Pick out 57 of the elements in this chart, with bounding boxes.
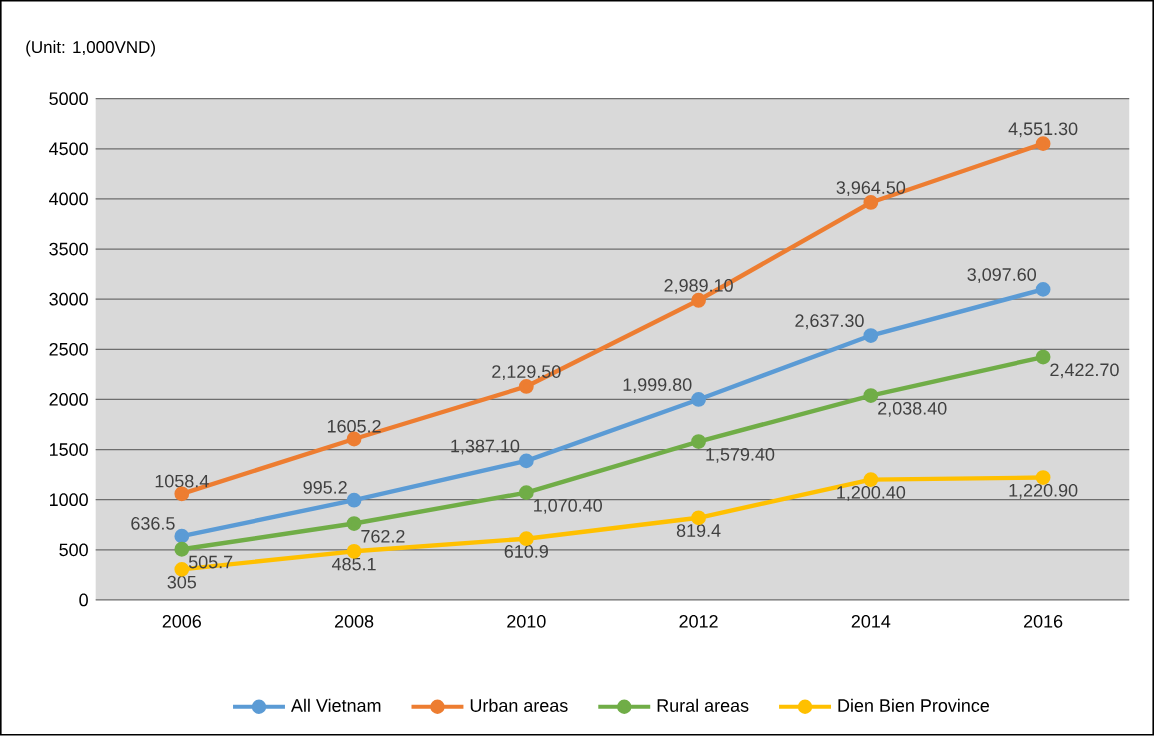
point [863,195,879,211]
data-label: 1,999.80 [623,378,692,394]
y-tick-label: 0 [79,593,88,607]
point [346,493,362,508]
point [346,516,362,532]
point [518,453,534,469]
x-tick-label: 2012 [679,615,718,628]
y-tick-label: 3500 [49,242,88,256]
y-tick-label: 4500 [49,142,88,156]
data-label: 3,097.60 [967,268,1037,284]
y-tick-label: 2500 [49,343,88,356]
point [1035,282,1051,297]
legend-label: Dien Bien Province [838,698,990,713]
y-tick-label: 1000 [50,493,88,507]
x-tick-label: 2008 [334,615,374,628]
point [1035,349,1051,365]
point [863,328,879,344]
point [691,293,706,308]
data-label: 1,070.40 [534,499,602,515]
legend-label: Rural areas [657,698,749,713]
data-label: 305 [167,575,197,589]
data-label: 3,964.50 [836,181,906,197]
y-tick-label: 5000 [49,92,88,106]
data-label: 819.4 [676,524,721,538]
data-label: 2,637.30 [795,314,864,330]
data-label: 4,551.30 [1008,122,1078,138]
data-label: 1,200.40 [837,486,906,502]
legend-label: Urban areas [470,698,568,713]
data-label: 2,038.40 [878,402,947,418]
y-tick-label: 500 [59,543,88,557]
point [691,434,706,450]
y-axis-title: (Unit: 1,000VND) [26,40,155,57]
y-tick-label: 3000 [49,293,88,306]
x-tick-label: 2014 [851,615,891,628]
x-tick-label: 2010 [507,615,546,628]
data-label: 1058.4 [155,474,209,488]
data-label: 995.2 [303,481,347,495]
data-label: 762.2 [361,530,405,543]
y-tick-label: 1500 [50,443,88,457]
data-label: 1,220.90 [1009,484,1078,499]
data-label: 1605.2 [327,420,381,433]
point [691,392,706,408]
data-label: 610.9 [504,545,548,559]
point [174,542,190,557]
point [863,388,879,404]
y-tick-label: 2000 [49,393,88,407]
data-label: 636.5 [131,517,175,530]
point [518,485,534,501]
x-tick-label: 2006 [162,615,201,628]
data-label: 2,422.70 [1050,363,1119,379]
y-tick-label: 4000 [49,192,88,206]
x-tick-label: 2016 [1024,615,1063,628]
data-label: 1,579.40 [706,448,775,464]
data-label: 485.1 [331,557,376,571]
legend-label: All Vietnam [290,698,381,713]
point [174,528,190,544]
point [518,379,534,395]
